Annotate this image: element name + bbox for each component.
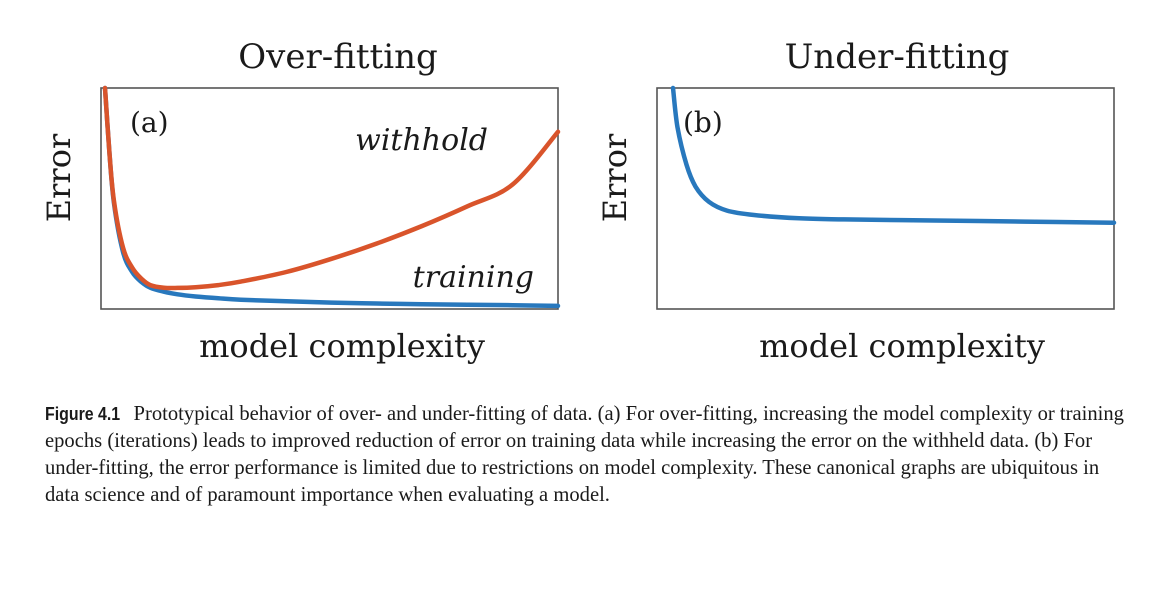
panel-a-frame	[100, 87, 559, 310]
withhold-curve-label: withhold	[355, 123, 488, 158]
panel-b-tag: (b)	[683, 106, 723, 139]
training-curve-label: training	[413, 260, 534, 295]
panel-b-y-axis-label: Error	[596, 133, 634, 222]
panel-a-x-axis-label: model complexity	[199, 327, 485, 365]
panel-a-plot-area	[102, 85, 561, 309]
panel-b-x-axis-label: model complexity	[759, 327, 1045, 365]
figure-caption: Figure 4.1 Prototypical behavior of over…	[45, 400, 1130, 509]
figure-chart: Over-fitting (a) withhold training model…	[40, 37, 1117, 365]
panel-b-title: Under-fitting	[785, 37, 1010, 77]
panel-b-frame	[656, 87, 1115, 310]
figure-caption-text: Prototypical behavior of over- and under…	[45, 403, 1124, 506]
figure-caption-label: Figure 4.1	[45, 403, 121, 424]
panel-b-plot-area	[670, 85, 1117, 225]
panel-a-title: Over-fitting	[238, 37, 437, 77]
panel-a-y-axis-label: Error	[40, 133, 78, 222]
panel-a-withhold-curve	[102, 85, 561, 291]
panel-a: Over-fitting (a) withhold training model…	[40, 37, 561, 365]
panel-b-error-curve	[670, 85, 1117, 225]
panel-a-tag: (a)	[130, 106, 169, 139]
panel-b: Under-fitting (b) model complexity Error	[596, 37, 1117, 365]
